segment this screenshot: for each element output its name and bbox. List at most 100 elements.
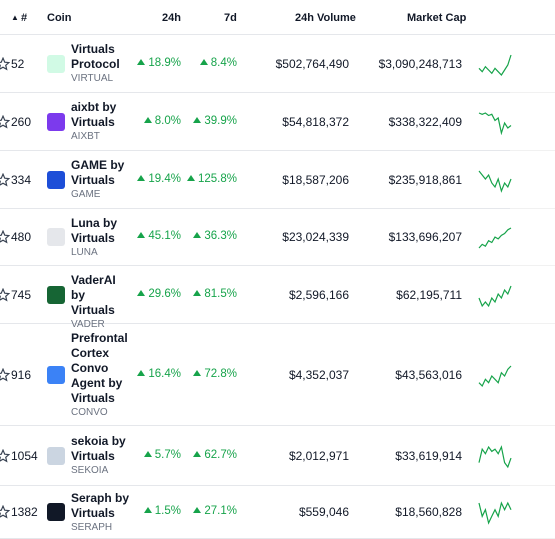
volume-value: $502,764,490 xyxy=(275,56,349,71)
market-cap-value: $338,322,409 xyxy=(388,114,462,129)
favorite-star-icon[interactable] xyxy=(0,505,10,519)
coin-logo-icon[interactable] xyxy=(47,365,65,384)
coin-name-link[interactable]: Seraph by Virtuals SERAPH xyxy=(71,491,133,534)
up-triangle-icon xyxy=(193,289,202,296)
change-24h-column-header[interactable]: 24h xyxy=(162,12,181,24)
coin-column-header[interactable]: Coin xyxy=(47,12,72,24)
market-cap-value: $43,563,016 xyxy=(395,367,462,382)
percent-value: 36.3% xyxy=(204,230,237,242)
percent-value: 5.7% xyxy=(154,448,181,461)
sparkline-path xyxy=(478,444,512,468)
coin-name-link[interactable]: Luna by Virtuals LUNA xyxy=(71,216,133,259)
coin-name-link[interactable]: Prefrontal Cortex Convo Agent by Virtuals CON… xyxy=(71,331,133,419)
rank-number: 1382 xyxy=(11,505,38,519)
rank-column-header[interactable]: # xyxy=(21,12,28,24)
volume-value: $2,012,971 xyxy=(288,448,349,463)
sparkline-path xyxy=(478,170,512,193)
sparkline-path xyxy=(478,54,512,76)
table-header: ▲ # Coin 24h 7d 24h Volume Market Cap xyxy=(0,0,555,35)
coin-name-line: aixbt by xyxy=(71,100,117,114)
change-24h-value: 1.5% xyxy=(143,505,181,517)
favorite-star-icon[interactable] xyxy=(0,172,10,187)
sparkline-path xyxy=(478,111,512,135)
change-7d-value: 8.4% xyxy=(199,57,237,69)
coin-name-line: Virtuals xyxy=(71,505,115,520)
favorite-star-icon[interactable] xyxy=(0,114,10,129)
market-cap-value: $18,560,828 xyxy=(395,505,462,519)
price-sparkline xyxy=(478,501,512,525)
sparkline-path xyxy=(478,365,512,387)
coin-logo-icon[interactable] xyxy=(47,228,65,246)
volume-value: $4,352,037 xyxy=(288,367,349,382)
favorite-star-icon[interactable] xyxy=(0,230,10,244)
price-sparkline xyxy=(478,365,512,387)
table-row[interactable]: 916 Prefrontal Cortex Convo Agent by Virtuals… xyxy=(0,324,512,426)
sort-triangle-icon[interactable]: ▲ xyxy=(11,13,19,22)
rank-number: 745 xyxy=(11,287,32,302)
coin-name-link[interactable]: VaderAI by Virtuals VADER xyxy=(71,273,133,331)
market-cap-value: $33,619,914 xyxy=(395,448,462,463)
coin-logo-icon[interactable] xyxy=(47,285,65,304)
price-sparkline xyxy=(478,111,512,135)
table-row[interactable]: 480 Luna by Virtuals LUNA 45.1% 36.3% $23,024,… xyxy=(0,209,512,266)
favorite-star-icon[interactable] xyxy=(0,448,10,463)
change-7d-value: 72.8% xyxy=(193,368,237,380)
price-sparkline xyxy=(478,285,512,307)
volume-value: $2,596,166 xyxy=(288,287,349,302)
coin-name-line: Virtuals xyxy=(71,449,115,463)
change-24h-value: 45.1% xyxy=(137,230,181,242)
favorite-star-icon[interactable] xyxy=(0,56,10,71)
percent-value: 39.9% xyxy=(204,114,237,127)
up-triangle-icon xyxy=(193,507,202,513)
coin-name-link[interactable]: GAME by Virtuals GAME xyxy=(71,158,133,201)
coin-name-line: Virtuals xyxy=(71,230,115,245)
volume-value: $23,024,339 xyxy=(282,230,349,244)
volume-value: $18,587,206 xyxy=(282,172,349,187)
table-row[interactable]: 1054 sekoia by Virtuals SEKOIA 5.7% 62.7% $2,0… xyxy=(0,426,512,486)
coin-symbol: SERAPH xyxy=(71,521,113,533)
change-7d-value: 39.9% xyxy=(193,115,237,127)
percent-value: 29.6% xyxy=(148,287,181,300)
row-divider xyxy=(510,149,555,151)
table-row[interactable]: 745 VaderAI by Virtuals VADER 29.6% 81.5% $2,5… xyxy=(0,266,512,330)
percent-value: 16.4% xyxy=(148,367,181,380)
coin-name-line: Virtuals xyxy=(71,303,115,317)
coin-name-link[interactable]: sekoia by Virtuals SEKOIA xyxy=(71,434,133,477)
coin-name-line: sekoia by xyxy=(71,434,126,448)
volume-value: $559,046 xyxy=(298,505,349,519)
up-triangle-icon xyxy=(193,116,202,123)
change-24h-value: 18.9% xyxy=(137,57,181,69)
coin-name-line: Virtuals xyxy=(71,173,115,187)
up-triangle-icon xyxy=(143,507,152,513)
table-row[interactable]: 1382 Seraph by Virtuals SERAPH 1.5% 27.1% $559… xyxy=(0,486,512,539)
up-triangle-icon xyxy=(137,369,146,376)
percent-value: 18.9% xyxy=(148,56,181,69)
table-row[interactable]: 334 GAME by Virtuals GAME 19.4% 125.8% $18,587… xyxy=(0,151,512,209)
coin-symbol: AIXBT xyxy=(71,131,100,142)
favorite-star-icon[interactable] xyxy=(0,367,10,382)
rank-number: 916 xyxy=(11,367,32,382)
volume-column-header[interactable]: 24h Volume xyxy=(295,12,356,24)
up-triangle-icon xyxy=(193,450,202,457)
coin-logo-icon[interactable] xyxy=(47,446,65,465)
favorite-star-icon[interactable] xyxy=(0,287,10,302)
price-sparkline xyxy=(478,227,512,249)
coin-logo-icon[interactable] xyxy=(47,170,65,189)
coin-logo-icon[interactable] xyxy=(47,503,65,521)
coin-name-line: Luna by xyxy=(71,215,118,230)
coin-name-line: Agent by xyxy=(71,375,123,390)
coin-name-line: Prefrontal xyxy=(71,330,128,345)
up-triangle-icon xyxy=(143,450,152,457)
coin-name-link[interactable]: aixbt by Virtuals AIXBT xyxy=(71,100,133,143)
table-row[interactable]: 52 Virtuals Protocol VIRTUAL 18.9% 8.4% $502,7… xyxy=(0,35,512,93)
percent-value: 19.4% xyxy=(148,172,181,185)
change-7d-column-header[interactable]: 7d xyxy=(224,12,237,24)
table-row[interactable]: 260 aixbt by Virtuals AIXBT 8.0% 39.9% $54,818… xyxy=(0,93,512,151)
rank-number: 1054 xyxy=(11,448,38,463)
market-cap-column-header[interactable]: Market Cap xyxy=(407,12,467,24)
coin-logo-icon[interactable] xyxy=(47,112,65,131)
coin-symbol: VIRTUAL xyxy=(71,73,114,84)
coin-name-link[interactable]: Virtuals Protocol VIRTUAL xyxy=(71,42,133,85)
up-triangle-icon xyxy=(137,289,146,296)
coin-logo-icon[interactable] xyxy=(47,54,65,73)
